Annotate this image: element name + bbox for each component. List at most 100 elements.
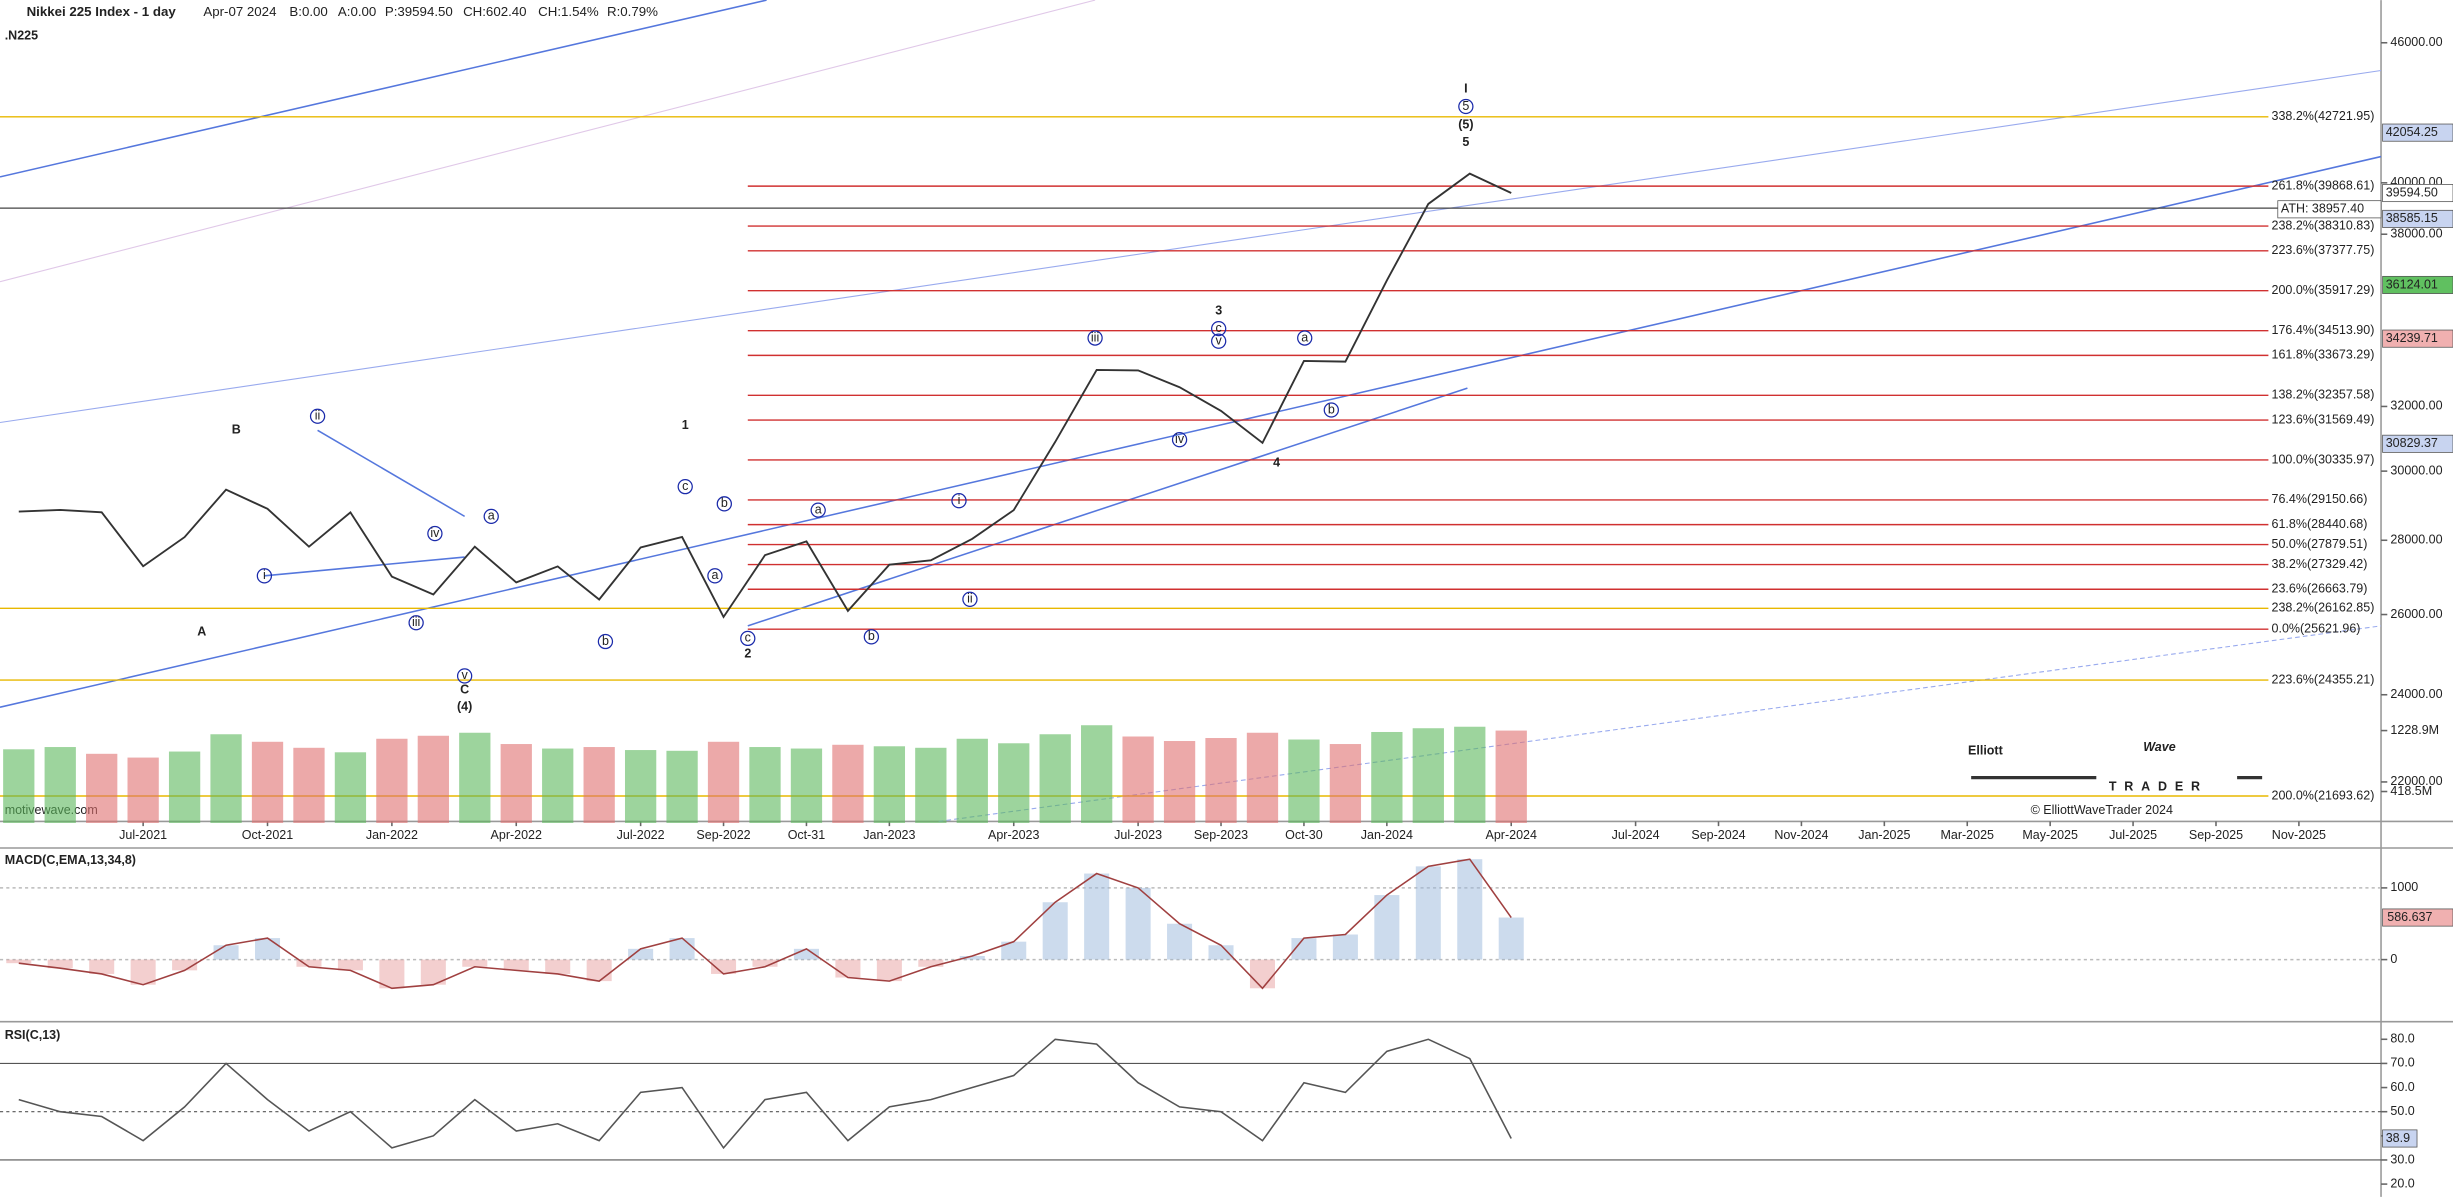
- wave-circle: [962, 591, 978, 607]
- logo-text: Elliott: [1968, 743, 2004, 757]
- wave-label: C: [460, 682, 469, 696]
- macd-hist: [296, 959, 322, 967]
- wave-label: a: [488, 509, 495, 523]
- fib-label: 76.4%(29150.66): [2272, 492, 2368, 506]
- macd-hist: [876, 959, 902, 982]
- pane-title: MACD(C,EMA,13,34,8): [5, 853, 136, 867]
- wave-circle: [309, 408, 326, 424]
- volume-bar: [500, 744, 532, 823]
- volume-bar: [210, 734, 242, 823]
- volume-bar: [624, 750, 657, 823]
- wave-label: I: [1464, 82, 1467, 96]
- change: CH:602.40: [463, 4, 527, 19]
- range: R:0.79%: [607, 4, 658, 19]
- macd-hist: [1291, 938, 1317, 960]
- volume-bar: [44, 747, 76, 823]
- macd-hist: [1498, 917, 1524, 960]
- volume-bar: [376, 738, 408, 823]
- fib-label: 50.0%(27879.51): [2272, 537, 2368, 551]
- volume-bar: [1454, 726, 1486, 823]
- logo-text: TRADER: [2109, 779, 2208, 793]
- y-tick-label: 1228.9M: [2390, 723, 2439, 737]
- wave-circle: [256, 568, 273, 584]
- macd-hist: [1167, 923, 1193, 960]
- wave-label: b: [1328, 402, 1335, 416]
- macd-hist: [752, 959, 778, 967]
- y-tick-label: 0: [2390, 952, 2397, 966]
- volume-bar: [1371, 731, 1403, 823]
- wave-label: a: [711, 568, 718, 582]
- wave-label: iv: [430, 526, 440, 540]
- bid: B:0.00: [289, 4, 327, 19]
- x-tick-label: Jul-2022: [617, 828, 665, 842]
- macd-hist: [89, 959, 115, 974]
- y-tick-label: 22000.00: [2390, 774, 2442, 788]
- series-line: [18, 172, 1512, 619]
- wave-circle: [1297, 330, 1313, 346]
- wave-label: (4): [457, 700, 472, 714]
- wave-label: 4: [1273, 455, 1280, 469]
- x-tick-label: Sep-2024: [1691, 828, 1745, 842]
- wave-label: b: [602, 634, 609, 648]
- macd-hist: [793, 948, 819, 960]
- fib-label: 223.6%(37377.75): [2272, 243, 2375, 257]
- volume-bar: [666, 750, 698, 823]
- x-tick-label: Jan-2024: [1361, 828, 1413, 842]
- volume-bar: [1495, 730, 1527, 823]
- price-marker-box: [2382, 329, 2453, 348]
- trendline: [317, 429, 466, 518]
- macd-hist: [669, 938, 695, 960]
- x-tick-label: Nov-2024: [1774, 828, 1828, 842]
- y-tick-label: 38000.00: [2390, 227, 2442, 241]
- wave-label: 1: [682, 418, 689, 432]
- macd-hist: [1374, 895, 1400, 960]
- fib-label: 138.2%(32357.58): [2272, 388, 2375, 402]
- wave-circle: [677, 478, 693, 495]
- price-marker-label: 30829.37: [2386, 436, 2438, 450]
- value-box: [2382, 908, 2453, 927]
- y-tick-label: 50.0: [2390, 1104, 2414, 1118]
- x-tick-label: Jan-2022: [366, 828, 418, 842]
- y-tick-label: 30000.00: [2390, 463, 2442, 477]
- series-line: [18, 858, 1512, 990]
- x-tick-label: Jul-2023: [1114, 828, 1162, 842]
- volume-bar: [998, 743, 1030, 823]
- volume-bar: [915, 747, 947, 823]
- x-tick-label: Jan-2025: [1858, 828, 1910, 842]
- macd-hist: [545, 959, 571, 974]
- y-tick-label: 20.0: [2390, 1176, 2414, 1190]
- logo: Elliott Wave TRADER © ElliottWaveTrader …: [1968, 740, 2263, 817]
- volume-bar: [1122, 736, 1154, 823]
- macd-hist: [337, 959, 363, 971]
- value-box: [2382, 1129, 2418, 1148]
- volume-bar: [790, 748, 823, 823]
- macd-hist: [172, 959, 198, 971]
- macd-hist: [1249, 959, 1275, 989]
- y-tick-label: 26000.00: [2390, 607, 2442, 621]
- volume-bar: [583, 747, 615, 823]
- wave-label: 5: [1462, 135, 1469, 149]
- wave-circle: [1171, 432, 1188, 448]
- chart-title: Nikkei 225 Index - 1 day: [27, 4, 177, 19]
- volume-bar: [127, 757, 159, 823]
- macd-hist: [586, 959, 612, 982]
- x-tick-label: Nov-2025: [2272, 828, 2326, 842]
- volume-bar: [334, 752, 367, 823]
- wave-circle: [408, 615, 424, 631]
- price: P:39594.50: [385, 4, 453, 19]
- fib-label: 61.8%(28440.68): [2272, 517, 2368, 531]
- volume-bar: [542, 748, 574, 823]
- volume-bar: [1205, 738, 1237, 823]
- macd-hist: [835, 959, 861, 978]
- wave-label: v: [462, 668, 469, 682]
- fib-label: 176.4%(34513.90): [2272, 323, 2375, 337]
- fib-label: 0.0%(25621.96): [2272, 622, 2361, 636]
- macd-hist: [1125, 887, 1151, 960]
- fib-label: 23.6%(26663.79): [2272, 582, 2368, 596]
- macd-hist: [213, 945, 239, 960]
- volume-bar: [168, 751, 201, 823]
- x-tick-label: May-2025: [2022, 828, 2078, 842]
- volume-bar: [1329, 744, 1362, 823]
